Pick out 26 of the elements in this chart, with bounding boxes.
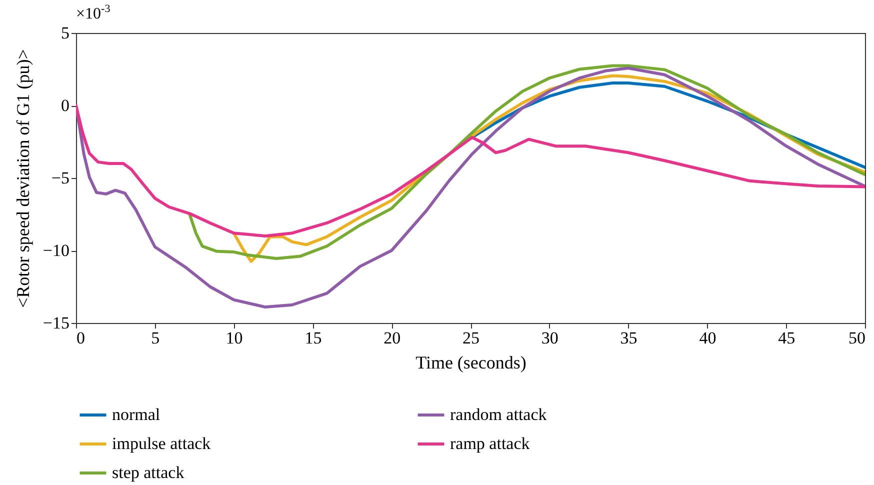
line-series bbox=[76, 104, 865, 238]
x-tick-label: 20 bbox=[384, 328, 401, 348]
y-axis-title: <Rotor speed deviation of G1 (pu)> bbox=[12, 49, 33, 308]
x-tick-label: 45 bbox=[778, 328, 796, 348]
legend-label: step attack bbox=[112, 463, 185, 482]
x-tick-label: 30 bbox=[541, 328, 558, 348]
x-tick-label: 0 bbox=[76, 328, 85, 348]
y-tick-label: −10 bbox=[42, 241, 70, 260]
x-tick-label: 50 bbox=[848, 328, 866, 348]
y-tick-label: −5 bbox=[51, 168, 70, 188]
x-tick-label: 25 bbox=[462, 328, 480, 348]
x-tick-label: 5 bbox=[151, 328, 160, 348]
legend-label: ramp attack bbox=[450, 434, 530, 453]
line-series bbox=[76, 66, 865, 309]
legend-label: normal bbox=[112, 405, 160, 424]
legend-label: impulse attack bbox=[112, 434, 212, 453]
text: ×10$^{-3}$ bbox=[76, 3, 110, 24]
legend-label: random attack bbox=[450, 405, 548, 424]
x-tick-label: 10 bbox=[226, 328, 243, 348]
y-tick-label: −15 bbox=[42, 314, 70, 332]
y-tick-label: 0 bbox=[61, 96, 70, 115]
x-tick-label: 40 bbox=[699, 328, 716, 348]
x-axis-title: Time (seconds) bbox=[416, 352, 526, 372]
x-tick-label: 15 bbox=[304, 328, 322, 348]
y-tick-label: 5 bbox=[61, 24, 70, 42]
x-tick-label: 35 bbox=[620, 328, 638, 348]
